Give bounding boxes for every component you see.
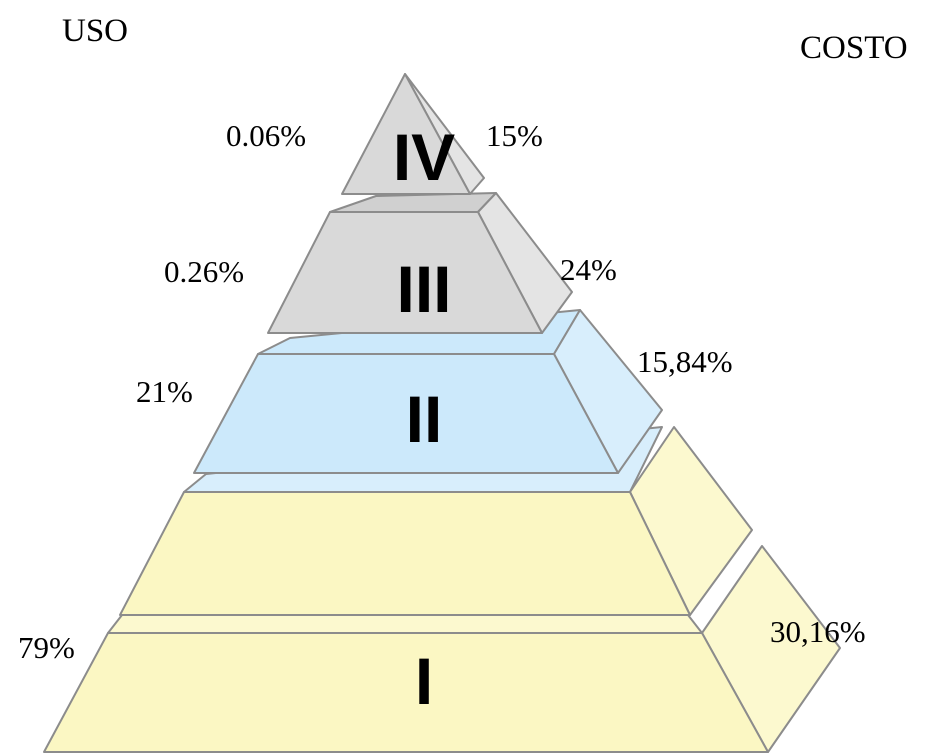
level-i-costo-label: 30,16% — [770, 614, 866, 649]
level-iv-front-face — [341, 73, 471, 195]
level-iv-uso-label: 0.06% — [226, 118, 306, 153]
level-i-block — [43, 545, 841, 753]
level-iii-front-face — [267, 211, 543, 334]
uso-header: USO — [62, 13, 128, 49]
level-i-numeral: I — [415, 644, 433, 718]
level-i-uso-label: 79% — [18, 630, 75, 665]
level-ii-numeral: II — [406, 382, 443, 456]
level-iv-block — [341, 73, 485, 195]
level-ii-front-face — [193, 353, 619, 474]
level-iii-uso-label: 0.26% — [164, 254, 244, 289]
level-i-front-face — [43, 632, 769, 753]
level-iii-numeral: III — [396, 252, 451, 326]
level-i-upper-front-face — [119, 491, 691, 616]
level-iv-costo-label: 15% — [486, 118, 543, 153]
level-iii-block — [267, 192, 573, 334]
level-iii-top-face — [329, 192, 497, 213]
costo-header: COSTO — [800, 30, 908, 66]
level-iv-numeral: IV — [393, 120, 455, 194]
level-i-upper-block — [119, 426, 753, 616]
level-i-top-face — [107, 614, 703, 634]
level-iii-costo-label: 24% — [560, 252, 617, 287]
level-ii-uso-label: 21% — [136, 374, 193, 409]
level-ii-costo-label: 15,84% — [637, 344, 733, 379]
